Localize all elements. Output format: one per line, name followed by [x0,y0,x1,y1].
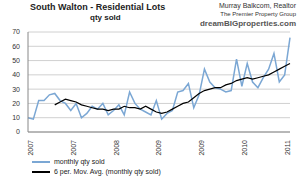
svg-text:60: 60 [12,43,20,50]
html-text:6 per. Mov. Avg. (monthly qty: 6 per. Mov. Avg. (monthly qty sold) [54,168,161,175]
svg-text:0: 0 [16,128,20,135]
html-text:The Premier Property Group: The Premier Property Group [220,11,296,17]
svg-text:2010: 2010 [241,140,248,156]
svg-text:2011: 2011 [284,140,291,155]
html-text:qty sold: qty sold [90,13,121,22]
svg-text:30: 30 [12,86,20,93]
svg-text:2008: 2008 [113,140,120,156]
html-text:monthly qty sold: monthly qty sold [54,158,105,165]
svg-text:70: 70 [12,28,20,35]
svg-text:2007: 2007 [27,140,34,156]
svg-text:20: 20 [12,100,20,107]
svg-text:2009: 2009 [198,140,205,156]
html-text:Murray Balkcom, Realtor: Murray Balkcom, Realtor [219,2,296,9]
html-text:South Walton - Residential Lot: South Walton - Residential Lots [30,2,166,12]
svg-text:40: 40 [12,71,20,78]
svg-text:10: 10 [12,114,20,121]
svg-text:2007: 2007 [70,140,77,156]
html-text:dreamBIGproperties.com: dreamBIGproperties.com [200,19,296,28]
svg-text:50: 50 [12,57,20,64]
svg-text:2009: 2009 [155,140,162,156]
